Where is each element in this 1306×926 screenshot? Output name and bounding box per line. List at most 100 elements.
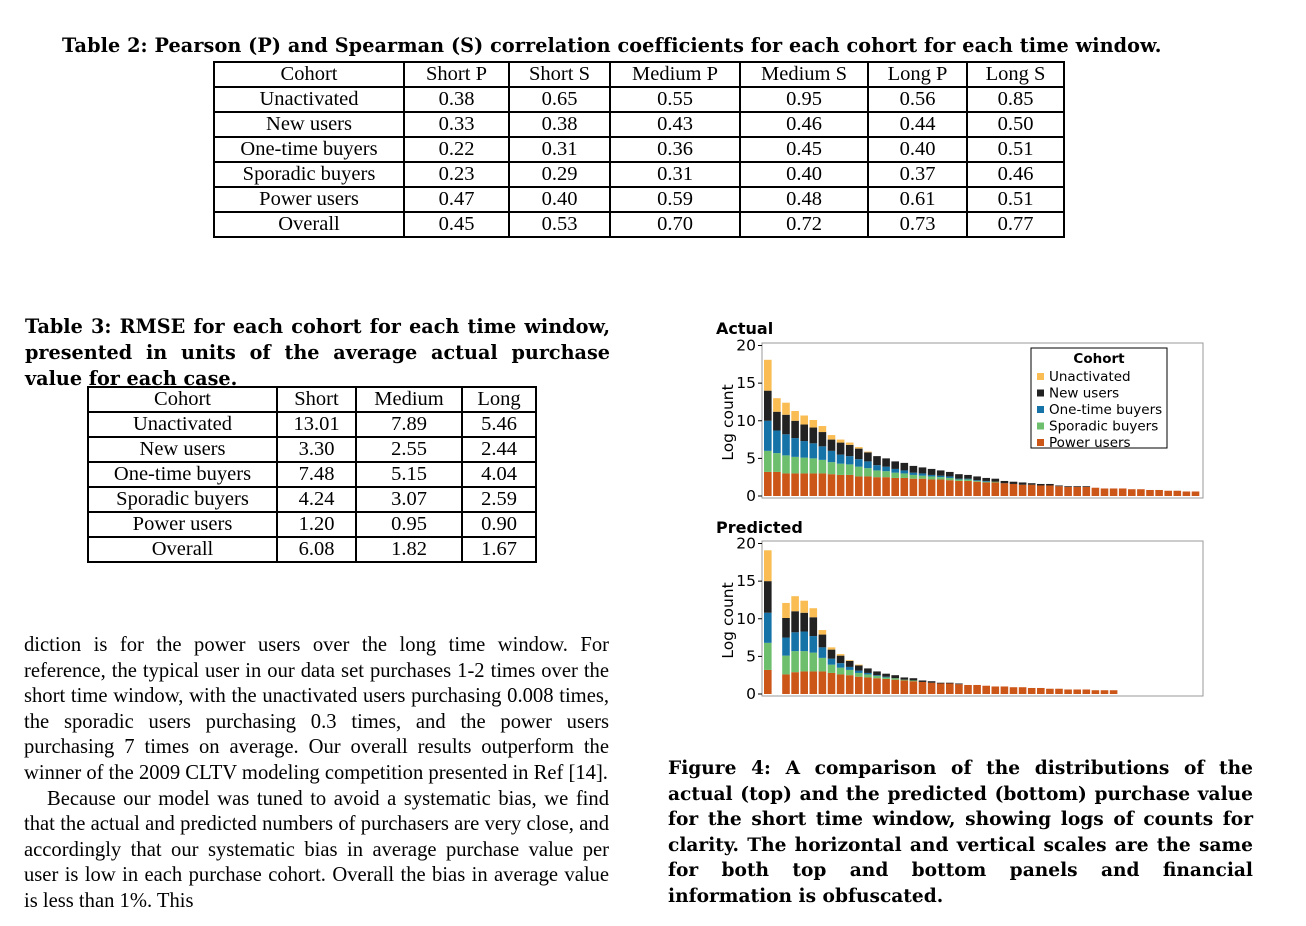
bar-segment (1100, 690, 1109, 694)
bar-segment (1173, 490, 1182, 496)
bar-segment (845, 675, 854, 694)
bar-segment (818, 634, 827, 648)
bar-segment (855, 459, 863, 467)
bar-segment (918, 473, 927, 476)
bar-segment (1027, 484, 1036, 496)
bar-segment (946, 480, 954, 496)
table3: Cohort Short Medium Long Unactivated 13.… (87, 386, 537, 563)
bar-segment (864, 461, 872, 469)
bar-segment (882, 466, 890, 472)
body-paragraph-1: diction is for the power users over the … (24, 634, 609, 784)
bar-segment (864, 451, 872, 453)
table-cell: 3.30 (276, 436, 357, 463)
bar-segment (764, 642, 772, 670)
bar-segment (764, 420, 772, 451)
bar-segment (1128, 489, 1136, 496)
bar-segment (764, 450, 772, 472)
bar-segment (827, 474, 836, 496)
bar-segment (800, 671, 808, 694)
table-cell: 4.24 (276, 486, 357, 513)
bar-segment (891, 468, 899, 473)
bar-segment (827, 647, 836, 650)
bar-segment (827, 672, 836, 694)
bar-segment (855, 448, 863, 460)
bar-segment (827, 450, 836, 463)
table-row: New users 0.33 0.38 0.43 0.46 0.44 0.50 (213, 111, 1065, 138)
bar-segment (882, 477, 890, 496)
bar-segment (791, 473, 799, 496)
bar-segment (791, 456, 799, 474)
bar-segment (836, 655, 845, 664)
y-tick-label: 20 (736, 535, 756, 553)
bar-segment (809, 608, 818, 618)
bar-segment (1055, 688, 1063, 694)
bar-segment (973, 476, 981, 481)
bar-segment (818, 446, 827, 460)
table-cell: 0.40 (867, 136, 968, 163)
bar-segment (873, 465, 881, 471)
bar-segment (1064, 689, 1072, 694)
table-cell: 1.20 (276, 511, 357, 538)
table-cell: 1.82 (355, 536, 463, 563)
bar-segment (809, 420, 818, 428)
bar-segment (782, 602, 790, 619)
table-cell: 0.45 (739, 136, 869, 163)
y-tick-label: 15 (736, 374, 756, 392)
bar-segment (855, 466, 863, 477)
bar-segment (982, 482, 990, 496)
body-paragraph-2: Because our model was tuned to avoid a s… (24, 787, 609, 912)
table3-header-cell: Short (276, 386, 357, 413)
bar-segment (864, 674, 872, 678)
table-cell: New users (87, 436, 278, 463)
table-cell: 0.85 (966, 86, 1065, 113)
bar-segment (773, 471, 781, 496)
bar-segment (800, 457, 808, 474)
bar-segment (1073, 689, 1081, 694)
bar-segment (827, 462, 836, 475)
bar-segment (1000, 686, 1009, 694)
bar-segment (946, 477, 954, 481)
bar-segment (909, 681, 918, 694)
bar-segment (818, 630, 827, 635)
legend-entry: One-time buyers (1049, 402, 1162, 418)
bar-segment (1009, 481, 1018, 484)
bar-segment (791, 596, 799, 612)
table-cell: Unactivated (87, 411, 278, 438)
bar-segment (973, 480, 981, 481)
table-cell: 0.38 (403, 86, 510, 113)
bar-segment (845, 666, 854, 670)
table2-header-cell: Long P (867, 61, 968, 88)
bar-segment (1109, 488, 1118, 496)
bar-segment (1137, 489, 1145, 496)
bar-segment (864, 668, 872, 673)
table-cell: Overall (213, 211, 405, 238)
bar-segment (855, 670, 863, 673)
bar-segment (1182, 491, 1191, 496)
table-cell: 0.45 (403, 211, 510, 238)
bar-segment (791, 651, 799, 673)
bar-segment (791, 632, 799, 652)
bar-segment (991, 478, 1000, 482)
table-cell: 0.47 (403, 186, 510, 213)
bar-segment (1091, 487, 1100, 496)
y-tick-label: 15 (736, 572, 756, 590)
bar-segment (782, 655, 790, 675)
bar-segment (1046, 688, 1054, 694)
bar-segment (791, 410, 799, 421)
table-cell: 0.38 (508, 111, 611, 138)
bar-segment (1018, 484, 1027, 496)
bar-segment (1018, 687, 1027, 694)
body-text: diction is for the power users over the … (24, 633, 609, 915)
bar-segment (1109, 690, 1118, 694)
bar-segment (1082, 486, 1091, 487)
bar-segment (927, 476, 936, 480)
legend-entry: Power users (1049, 435, 1131, 451)
bar-segment (764, 359, 772, 391)
bar-segment (782, 618, 790, 638)
bar-segment (827, 658, 836, 665)
table2-header-cell: Short P (403, 61, 510, 88)
table-cell: 0.50 (966, 111, 1065, 138)
bar-segment (1064, 486, 1072, 496)
bar-segment (855, 664, 863, 666)
bar-segment (827, 664, 836, 673)
